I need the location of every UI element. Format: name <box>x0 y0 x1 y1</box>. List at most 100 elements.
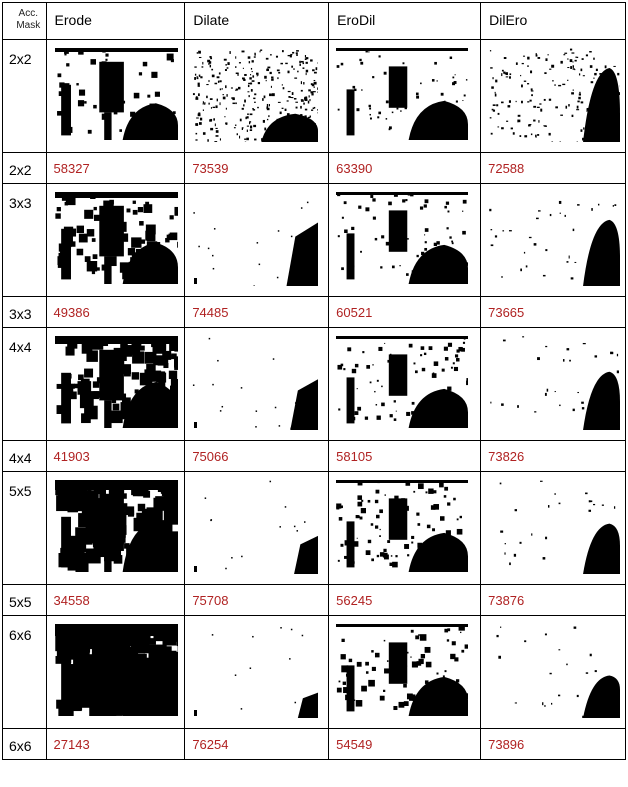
erode-mask-image <box>54 336 178 428</box>
erodil-pixel-count: 58105 <box>328 440 482 472</box>
erode-pixel-count: 41903 <box>45 440 186 472</box>
binary-mask-svg <box>194 480 319 574</box>
binary-mask-svg <box>193 49 319 142</box>
dilero-mask-image <box>488 192 621 286</box>
erodil-result-cell <box>328 615 482 729</box>
binary-mask-svg <box>499 480 621 574</box>
mask-size-cell: 4x4 <box>2 440 47 472</box>
dilero-result-cell <box>480 39 626 153</box>
image-row: 2x2 <box>2 39 626 153</box>
binary-mask-svg <box>489 200 621 286</box>
erodil-mask-image <box>336 624 469 716</box>
acc-mask-header: Acc. Mask <box>2 2 47 40</box>
erode-pixel-count: 27143 <box>45 728 186 760</box>
dilero-pixel-count: 73665 <box>480 296 626 328</box>
dilate-pixel-count: 75066 <box>184 440 330 472</box>
erodil-result-cell <box>328 39 482 153</box>
dilero-mask-image <box>488 336 621 430</box>
header-row: Acc. Mask Erode Dilate EroDil DilEro <box>2 2 626 40</box>
acc-label: Acc. <box>18 8 38 19</box>
dilero-pixel-count: 72588 <box>480 152 626 184</box>
dilate-pixel-count: 74485 <box>184 296 330 328</box>
dilate-mask-image <box>192 480 319 574</box>
binary-mask-svg <box>54 48 178 140</box>
erodil-mask-image <box>336 48 469 140</box>
erodil-pixel-count: 54549 <box>328 728 482 760</box>
dilate-pixel-count: 75708 <box>184 584 330 616</box>
binary-mask-svg <box>54 480 178 572</box>
binary-mask-svg <box>336 48 469 140</box>
image-row: 3x3 <box>2 183 626 297</box>
erode-pixel-count: 34558 <box>45 584 186 616</box>
value-row: 2x2 58327 73539 63390 72588 <box>2 152 626 184</box>
binary-mask-svg <box>336 480 469 572</box>
value-row: 3x3 49386 74485 60521 73665 <box>2 296 626 328</box>
erode-result-cell <box>45 615 186 729</box>
dilero-result-cell <box>480 615 626 729</box>
dilate-result-cell <box>184 39 330 153</box>
binary-mask-svg <box>489 48 621 142</box>
binary-mask-svg <box>336 336 469 428</box>
erode-mask-image <box>54 192 178 284</box>
dilero-pixel-count: 73826 <box>480 440 626 472</box>
image-row: 5x5 <box>2 471 626 585</box>
mask-label: Mask <box>16 20 41 31</box>
erode-pixel-count: 49386 <box>45 296 186 328</box>
mask-size-cell: 3x3 <box>2 183 47 297</box>
erodil-pixel-count: 60521 <box>328 296 482 328</box>
mask-size-cell: 6x6 <box>2 728 47 760</box>
dilero-result-cell <box>480 327 626 441</box>
erodil-mask-image <box>336 192 469 284</box>
binary-mask-svg <box>336 192 469 284</box>
erode-mask-image <box>54 624 178 716</box>
binary-mask-svg <box>193 337 319 430</box>
column-header-erode: Erode <box>45 2 186 40</box>
column-header-erodil: EroDil <box>328 2 482 40</box>
binary-mask-svg <box>336 624 469 716</box>
binary-mask-svg <box>193 201 319 286</box>
value-row: 4x4 41903 75066 58105 73826 <box>2 440 626 472</box>
erodil-pixel-count: 56245 <box>328 584 482 616</box>
binary-mask-svg <box>194 627 319 718</box>
value-row: 6x6 27143 76254 54549 73896 <box>2 728 626 760</box>
erodil-result-cell <box>328 471 482 585</box>
dilate-result-cell <box>184 183 330 297</box>
dilero-pixel-count: 73896 <box>480 728 626 760</box>
erode-result-cell <box>45 183 186 297</box>
mask-size-cell: 2x2 <box>2 152 47 184</box>
value-row: 5x5 34558 75708 56245 73876 <box>2 584 626 616</box>
binary-mask-svg <box>54 192 178 284</box>
dilate-mask-image <box>192 48 319 142</box>
erodil-result-cell <box>328 327 482 441</box>
erodil-pixel-count: 63390 <box>328 152 482 184</box>
binary-mask-svg <box>54 624 178 716</box>
column-header-dilate: Dilate <box>184 2 330 40</box>
erodil-mask-image <box>336 480 469 572</box>
dilero-mask-image <box>488 480 621 574</box>
mask-size-cell: 4x4 <box>2 327 47 441</box>
dilate-pixel-count: 76254 <box>184 728 330 760</box>
erodil-result-cell <box>328 183 482 297</box>
image-row: 4x4 <box>2 327 626 441</box>
mask-size-cell: 5x5 <box>2 584 47 616</box>
mask-size-cell: 3x3 <box>2 296 47 328</box>
dilate-result-cell <box>184 615 330 729</box>
erode-mask-image <box>54 48 178 140</box>
binary-mask-svg <box>490 336 621 430</box>
dilero-mask-image <box>488 48 621 142</box>
dilate-mask-image <box>192 192 319 286</box>
erode-pixel-count: 58327 <box>45 152 186 184</box>
binary-mask-svg <box>496 626 621 718</box>
dilate-pixel-count: 73539 <box>184 152 330 184</box>
dilate-mask-image <box>192 624 319 718</box>
erode-result-cell <box>45 327 186 441</box>
results-table: Acc. Mask Erode Dilate EroDil DilEro 2x2… <box>2 2 626 760</box>
erode-mask-image <box>54 480 178 572</box>
mask-size-cell: 5x5 <box>2 471 47 585</box>
binary-mask-svg <box>54 336 178 428</box>
mask-size-cell: 2x2 <box>2 39 47 153</box>
image-row: 6x6 <box>2 615 626 729</box>
dilate-result-cell <box>184 471 330 585</box>
dilero-pixel-count: 73876 <box>480 584 626 616</box>
erode-result-cell <box>45 471 186 585</box>
